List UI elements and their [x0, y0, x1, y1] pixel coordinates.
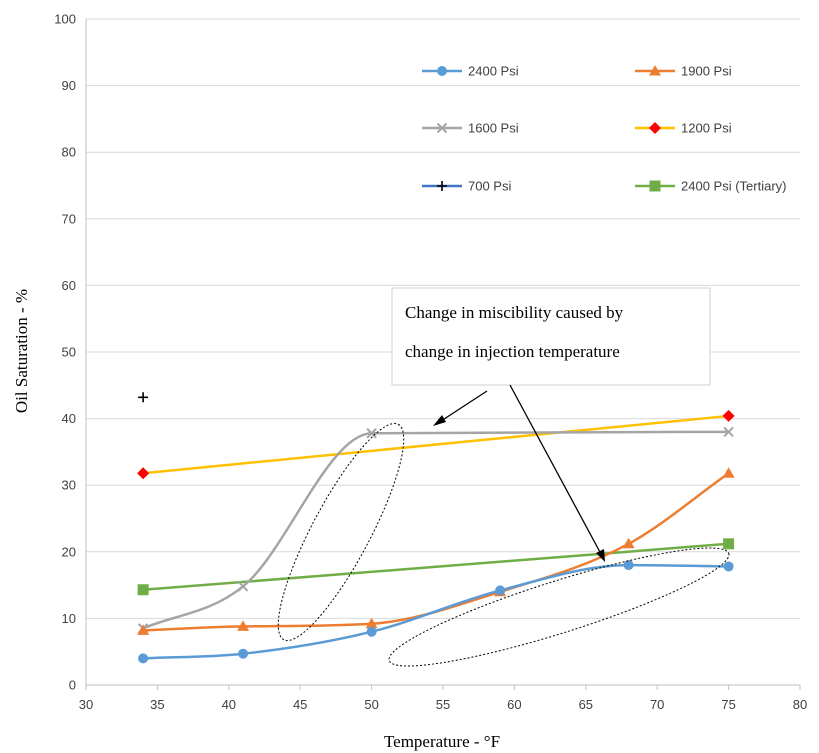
legend-label: 700 Psi	[468, 179, 511, 194]
legend-item: 700 Psi	[422, 179, 511, 194]
data-point	[138, 653, 149, 664]
series-line	[141, 430, 730, 630]
annotation-box	[391, 287, 711, 386]
data-point	[237, 581, 249, 592]
axes	[85, 19, 801, 690]
series-1	[138, 560, 734, 664]
annotation-line-1: Change in miscibility caused by	[405, 303, 624, 322]
y-tick-label: 20	[62, 544, 76, 559]
y-tick-label: 70	[62, 211, 76, 226]
y-tick-label: 60	[62, 278, 76, 293]
legend-swatch-marker	[649, 180, 661, 192]
x-tick-label: 55	[436, 697, 450, 712]
ellipse-highlights	[277, 422, 730, 667]
legend-item: 1600 Psi	[422, 121, 519, 136]
x-tick-label: 75	[721, 697, 735, 712]
y-tick-label: 100	[54, 12, 76, 27]
legend-swatch-marker	[649, 65, 661, 76]
annotation-line-2: change in injection temperature	[405, 342, 620, 361]
legend-swatch-marker	[437, 66, 447, 76]
y-axis-title: Oil Saturation - %	[12, 289, 31, 413]
series-group	[137, 392, 735, 664]
series-line	[141, 563, 730, 660]
legend-item: 2400 Psi (Tertiary)	[635, 179, 786, 194]
legend-label: 2400 Psi	[468, 64, 519, 79]
annotation-callout: Change in miscibility caused by change i…	[391, 287, 711, 562]
legend-swatch-marker	[437, 181, 447, 191]
data-point	[623, 560, 634, 571]
data-point	[723, 561, 734, 572]
y-tick-label: 30	[62, 478, 76, 493]
annotation-arrowhead-right	[596, 549, 605, 562]
annotation-arrow-left	[437, 390, 488, 424]
series-line	[141, 542, 730, 592]
data-point	[137, 467, 150, 480]
data-point	[723, 538, 735, 550]
x-tick-label: 70	[650, 697, 664, 712]
data-point	[365, 617, 378, 629]
x-tick-label: 40	[222, 697, 236, 712]
data-point	[366, 428, 377, 439]
legend-item: 2400 Psi	[422, 64, 519, 79]
series-line	[141, 414, 730, 475]
x-tick-label: 30	[79, 697, 93, 712]
y-tick-label: 80	[62, 145, 76, 160]
data-point	[137, 584, 149, 596]
data-point	[495, 585, 506, 596]
series-4	[137, 409, 735, 480]
annotation-arrowhead-left	[433, 415, 446, 426]
x-tick-labels: 30 35 40 45 50 55 60 65 70 75 80	[79, 697, 807, 712]
data-point	[722, 467, 735, 478]
legend-label: 1200 Psi	[681, 121, 732, 136]
y-tick-label: 0	[69, 678, 76, 693]
y-tick-labels: 0 10 20 30 40 50 60 70 80 90 100	[54, 12, 76, 693]
legend-label: 2400 Psi (Tertiary)	[681, 179, 786, 194]
data-point	[723, 426, 734, 438]
data-point	[622, 537, 635, 549]
y-tick-label: 40	[62, 411, 76, 426]
legend-item: 1200 Psi	[635, 121, 732, 136]
data-point	[137, 624, 150, 635]
data-point	[722, 409, 735, 422]
y-tick-label: 10	[62, 611, 76, 626]
legend-swatch-marker	[649, 122, 661, 134]
legend-label: 1600 Psi	[468, 121, 519, 136]
series-5	[138, 392, 149, 403]
x-axis-title: Temperature - °F	[384, 732, 500, 751]
legend-label: 1900 Psi	[681, 64, 732, 79]
data-point	[237, 620, 250, 631]
x-tick-label: 50	[364, 697, 378, 712]
annotation-arrow-right	[509, 384, 602, 555]
legend-item: 1900 Psi	[635, 64, 732, 79]
data-point	[238, 648, 249, 659]
legend: 2400 Psi 1900 Psi 1600 Psi 1200 Psi 700 Psi 2…	[422, 64, 786, 194]
series-6	[137, 538, 735, 596]
x-tick-label: 35	[150, 697, 164, 712]
y-tick-label: 50	[62, 345, 76, 360]
x-tick-label: 80	[793, 697, 807, 712]
data-point	[366, 626, 377, 637]
y-tick-label: 90	[62, 78, 76, 93]
legend-swatch-marker	[436, 122, 448, 134]
data-point	[138, 392, 149, 403]
series-3	[137, 426, 734, 634]
x-tick-label: 60	[507, 697, 521, 712]
x-tick-label: 65	[579, 697, 593, 712]
x-tick-label: 45	[293, 697, 307, 712]
highlight-ellipse-left	[277, 422, 405, 642]
highlight-ellipse-right	[388, 547, 730, 667]
